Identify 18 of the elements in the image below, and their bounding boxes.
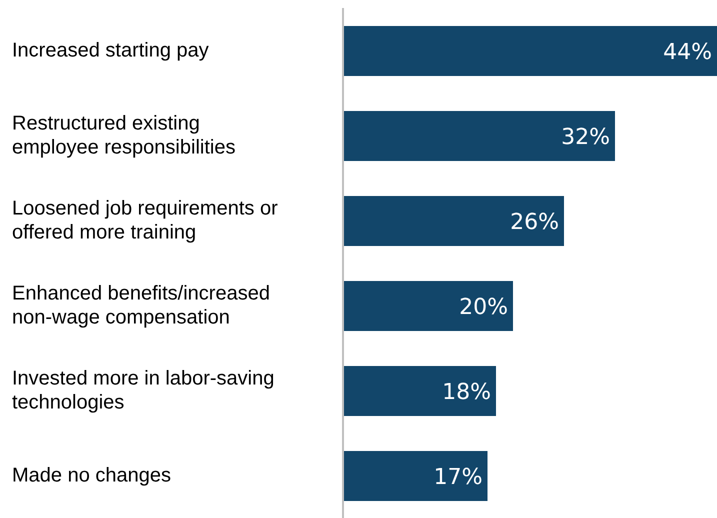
y-tick-label: Restructured existing employee responsibilities	[12, 112, 236, 158]
bar	[343, 281, 513, 331]
data-label: 26%	[510, 210, 559, 235]
data-label: 32%	[561, 124, 610, 150]
bar	[343, 196, 564, 246]
data-label: 18%	[442, 380, 491, 405]
bar	[343, 26, 717, 76]
data-label: 44%	[663, 40, 712, 65]
y-tick-label: Invested more in labor-saving technologies	[12, 368, 274, 414]
bar	[343, 366, 496, 416]
y-tick-label: Made no changes	[12, 464, 172, 486]
data-label: 20%	[459, 294, 508, 320]
y-tick-label: Enhanced benefits/increased non-wage compensation	[12, 282, 270, 328]
y-tick-label: Loosened job requirements or offered more training	[12, 198, 278, 244]
y-tick-label: Increased starting pay	[12, 40, 209, 62]
data-label: 17%	[434, 464, 482, 490]
bar	[343, 111, 615, 161]
bar	[343, 451, 488, 501]
